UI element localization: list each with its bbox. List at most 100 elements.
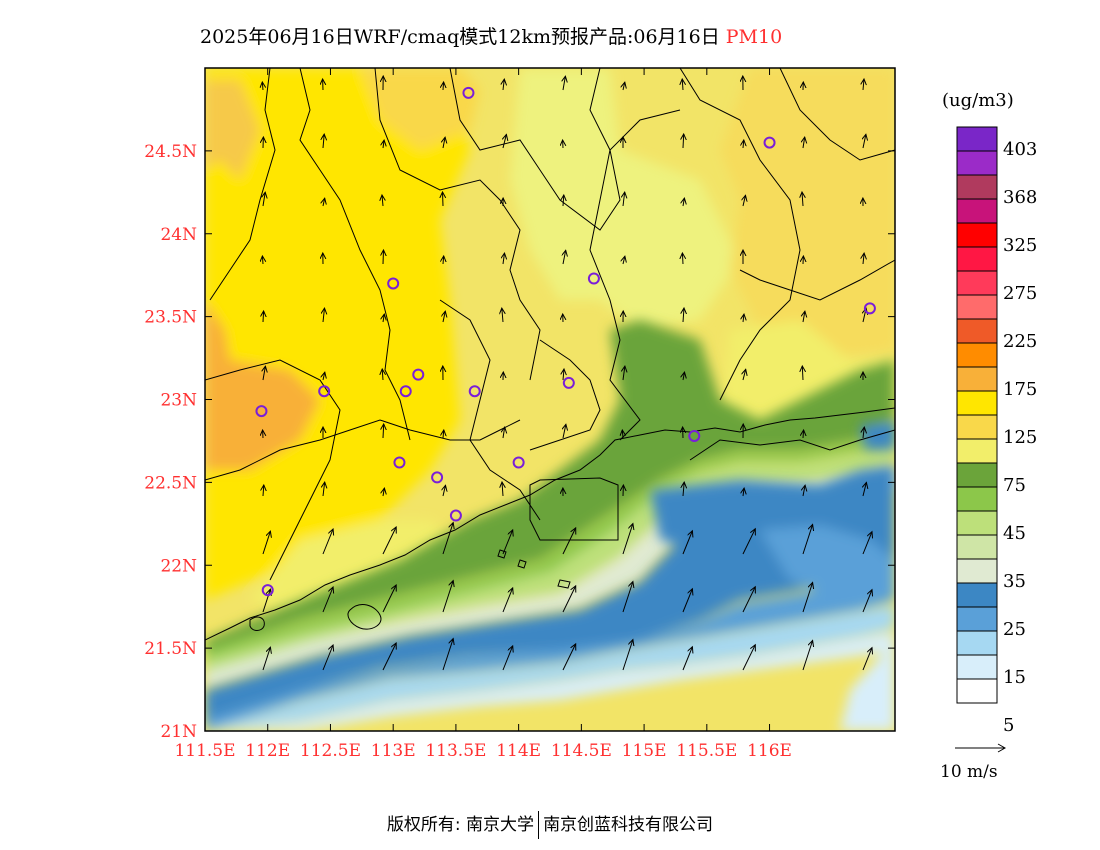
wind-arrow	[742, 587, 755, 613]
wind-arrow	[743, 314, 744, 323]
wind-arrow	[803, 430, 804, 439]
wind-arrow	[442, 523, 453, 555]
wind-arrow	[623, 366, 625, 381]
wind-arrow	[802, 583, 813, 613]
wind-arrow	[563, 76, 565, 91]
wind-arrow	[383, 250, 384, 265]
legend-swatch	[956, 486, 998, 512]
lat-tick-label: 23N	[160, 391, 197, 411]
wind-arrow	[262, 256, 263, 265]
lon-tick-label: 111.5E	[174, 741, 235, 761]
wind-arrow	[682, 79, 683, 91]
wind-arrow	[863, 79, 864, 91]
station-marker	[261, 584, 274, 597]
reference-vector-label: 10 m/s	[940, 762, 998, 782]
title-product: PM10	[725, 26, 783, 48]
lon-tick-label: 112E	[245, 741, 290, 761]
wind-arrow	[262, 531, 270, 555]
legend-swatch	[956, 582, 998, 608]
legend-swatch	[956, 414, 998, 440]
wind-arrow	[862, 590, 872, 613]
wind-arrow	[443, 311, 445, 323]
lon-tick-label: 114E	[496, 741, 541, 761]
wind-arrow	[623, 256, 625, 265]
wind-arrow	[382, 195, 383, 207]
wind-arrow	[622, 640, 633, 671]
wind-arrow	[442, 639, 453, 671]
wind-arrow	[563, 424, 566, 439]
wind-arrow	[563, 250, 566, 265]
legend-swatch	[956, 126, 998, 152]
legend-label: 35	[1003, 571, 1026, 592]
lat-tick-label: 22.5N	[144, 473, 197, 493]
lon-tick-label: 113E	[371, 741, 416, 761]
lon-tick-label: 115.5E	[676, 741, 737, 761]
station-marker	[318, 385, 331, 398]
legend-swatch	[956, 606, 998, 632]
wind-arrow	[382, 585, 396, 613]
color-legend	[956, 126, 998, 704]
wind-arrow	[802, 641, 813, 671]
legend-swatch	[956, 654, 998, 680]
map-title: 2025年06月16日WRF/cmaq模式12km预报产品:06月16日 PM10	[200, 22, 782, 49]
lat-tick-label: 24N	[160, 225, 197, 245]
legend-label: 45	[1003, 523, 1026, 544]
wind-arrow	[622, 524, 633, 555]
wind-arrow	[622, 430, 623, 439]
wind-arrow	[263, 366, 265, 381]
station-marker	[863, 302, 876, 315]
station-marker	[468, 385, 481, 398]
wind-arrow	[863, 134, 866, 149]
legend-swatch	[956, 294, 998, 320]
wind-vectors	[262, 76, 872, 671]
lat-tick-label: 23.5N	[144, 308, 197, 328]
wind-arrow	[682, 589, 692, 613]
lon-tick-label: 113.5E	[425, 741, 486, 761]
wind-arrow	[263, 485, 264, 497]
legend-swatch	[956, 558, 998, 584]
station-marker	[562, 376, 575, 389]
wind-arrow	[863, 427, 864, 439]
wind-arrow	[443, 256, 444, 265]
wind-arrow	[322, 645, 333, 671]
wind-arrow	[742, 529, 755, 555]
wind-arrow	[323, 372, 325, 381]
title-prefix: 2025年06月16日WRF/cmaq模式12km预报产品:06月16日	[200, 26, 720, 48]
legend-swatch	[956, 270, 998, 296]
wind-arrow	[322, 529, 333, 555]
legend-swatch	[956, 342, 998, 368]
wind-arrow	[623, 82, 625, 91]
wind-arrow	[443, 192, 444, 207]
wind-arrow	[323, 482, 325, 497]
legend-swatch	[956, 150, 998, 176]
wind-arrow	[443, 82, 444, 91]
lat-tick-label: 22N	[160, 556, 197, 576]
legend-swatch	[956, 630, 998, 656]
wind-arrow	[443, 430, 444, 439]
wind-arrow	[802, 192, 803, 207]
lon-tick-label: 116E	[747, 741, 792, 761]
legend-swatch	[956, 222, 998, 248]
footer-left: 版权所有: 南京大学	[386, 815, 535, 835]
wind-arrow	[862, 648, 872, 671]
wind-arrow	[383, 488, 384, 497]
wind-arrow	[802, 525, 813, 555]
wind-arrow	[503, 253, 505, 265]
wind-arrow	[502, 482, 503, 497]
station-marker	[688, 429, 701, 442]
station-marker	[449, 509, 462, 522]
legend-swatch	[956, 246, 998, 272]
wind-arrow	[683, 198, 684, 207]
wind-arrow	[562, 586, 576, 613]
legend-label: 368	[1003, 187, 1038, 208]
station-marker	[512, 456, 525, 469]
legend-swatch	[956, 438, 998, 464]
wind-arrow	[623, 192, 625, 207]
lat-tick-label: 24.5N	[144, 142, 197, 162]
lat-tick-label: 21.5N	[144, 639, 197, 659]
wind-arrow	[382, 643, 396, 671]
wind-arrow	[743, 488, 744, 497]
station-marker	[431, 471, 444, 484]
legend-label: 5	[1003, 715, 1015, 736]
wind-arrow	[803, 311, 805, 323]
